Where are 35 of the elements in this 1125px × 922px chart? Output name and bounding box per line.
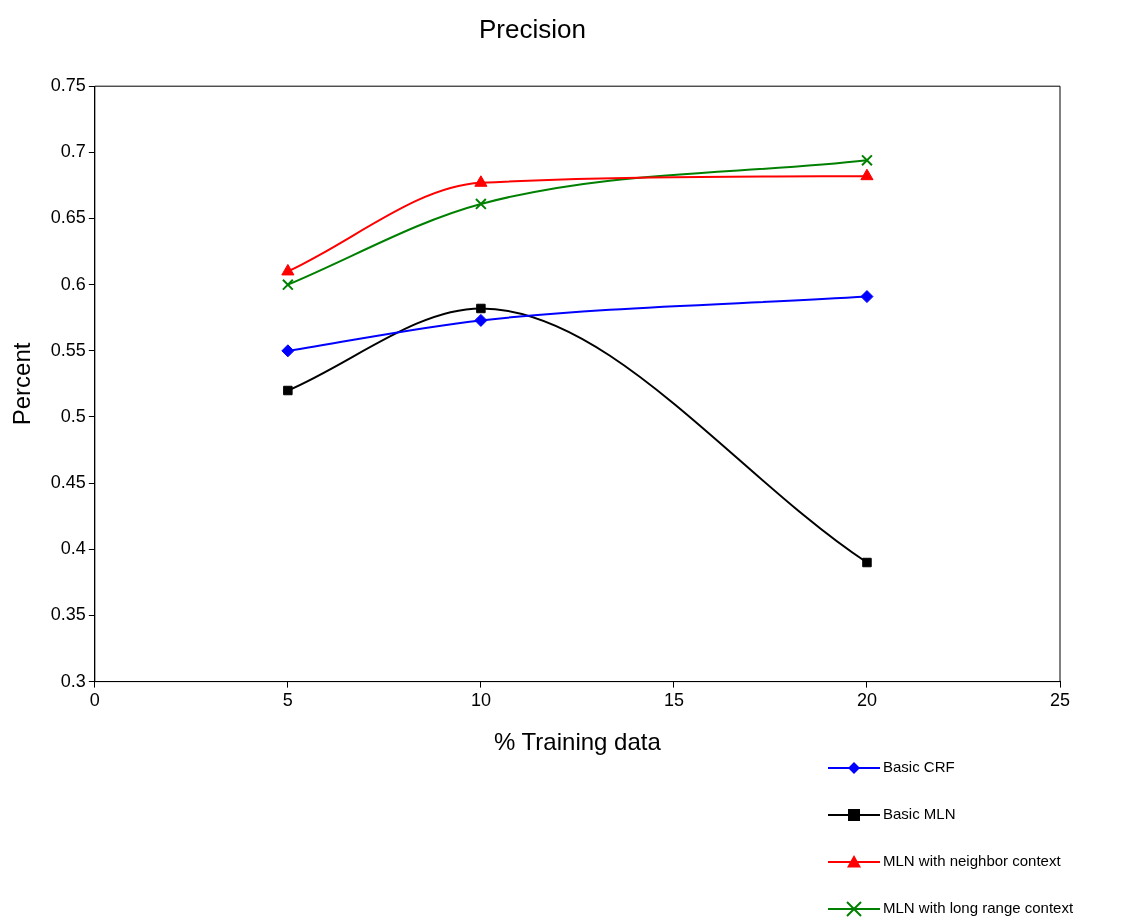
point [281, 344, 295, 358]
y-tick-label: 0.6 [60, 273, 86, 294]
x-tick-label: 20 [856, 690, 877, 711]
y-tick-label: 0.35 [50, 604, 86, 625]
point [281, 278, 294, 291]
point [861, 154, 873, 167]
y-tick-label: 0.75 [50, 75, 86, 96]
point [281, 263, 295, 276]
legend-label: MLN with long range context [883, 899, 1074, 917]
x-tick-label: 5 [282, 690, 293, 711]
chart-title: Precision [479, 13, 586, 44]
x-tick-label: 0 [89, 690, 100, 711]
point [862, 557, 872, 568]
point [860, 168, 874, 181]
y-tick-label: 0.55 [50, 339, 86, 360]
x-tick-label: 10 [470, 690, 491, 711]
y-tick-label: 0.5 [60, 405, 86, 426]
legend-label: Basic MLN [883, 805, 956, 823]
legend-label: Basic CRF [883, 758, 955, 776]
x-tick-label: 15 [663, 690, 684, 711]
y-tick-label: 0.3 [60, 670, 86, 691]
point [860, 290, 874, 304]
x-tick-label: 25 [1049, 690, 1071, 711]
y-tick-label: 0.7 [60, 141, 86, 162]
x-axis-title: % Training data [494, 728, 662, 756]
point [283, 385, 293, 396]
y-tick-label: 0.45 [50, 472, 86, 493]
y-tick-label: 0.65 [50, 207, 86, 228]
point [474, 175, 488, 187]
y-tick-label: 0.4 [60, 538, 86, 559]
point [474, 198, 487, 210]
y-axis-title: Percent [8, 342, 36, 426]
point [474, 313, 488, 327]
point [476, 303, 486, 314]
legend-label: MLN with neighbor context [883, 852, 1062, 870]
